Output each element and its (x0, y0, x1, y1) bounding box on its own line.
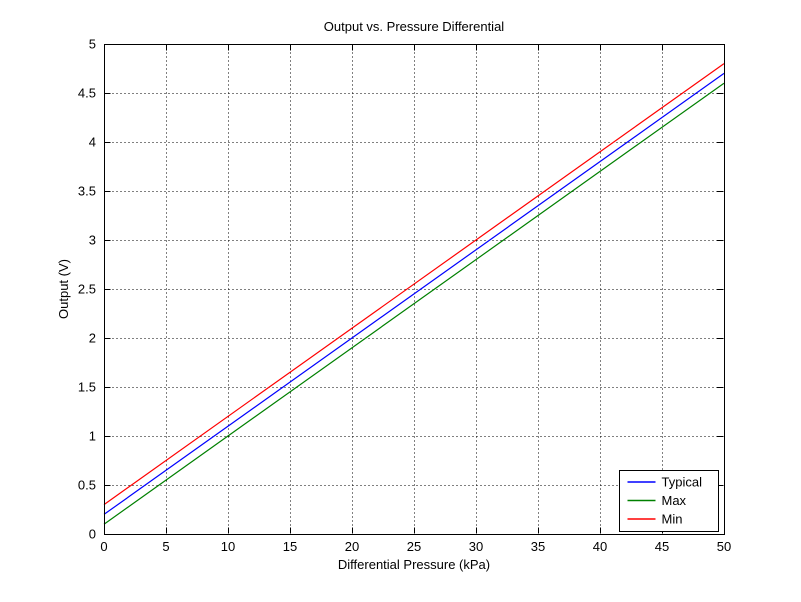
x-tick-label: 35 (531, 539, 545, 554)
tick-labels-layer: 0 5 10 15 20 25 30 35 40 45 50 0 0.5 1 1.5 2 2.5 3 3.5 4 4.5… (78, 37, 731, 555)
legend-entry-label-min: Min (662, 512, 683, 527)
ticks-layer (104, 44, 725, 535)
y-tick-label: 1.5 (78, 380, 96, 395)
x-tick-label: 25 (407, 539, 421, 554)
y-tick-label: 4 (89, 135, 96, 150)
x-axis-label: Differential Pressure (kPa) (338, 557, 490, 572)
legend: Typical Max Min (619, 470, 719, 532)
chart-title: Output vs. Pressure Differential (324, 19, 505, 34)
y-tick-label: 4.5 (78, 86, 96, 101)
x-tick-label: 10 (221, 539, 235, 554)
y-tick-label: 2 (89, 331, 96, 346)
legend-entry-label-typical: Typical (662, 475, 703, 490)
x-tick-label: 45 (655, 539, 669, 554)
x-tick-label: 5 (162, 539, 169, 554)
series-line-max (103, 82, 725, 525)
x-tick-label: 20 (345, 539, 359, 554)
x-tick-label: 30 (469, 539, 483, 554)
y-tick-label: 0 (89, 527, 96, 542)
legend-entry-label-max: Max (662, 493, 687, 508)
series-line-min (103, 63, 725, 506)
y-tick-label: 2.5 (78, 282, 96, 297)
y-tick-label: 3.5 (78, 184, 96, 199)
series-line-typical (103, 72, 725, 515)
y-tick-label: 3 (89, 233, 96, 248)
x-tick-label: 0 (100, 539, 107, 554)
y-tick-label: 0.5 (78, 478, 96, 493)
series-layer (103, 63, 725, 525)
x-tick-label: 15 (283, 539, 297, 554)
x-tick-label: 50 (717, 539, 731, 554)
x-tick-label: 40 (593, 539, 607, 554)
grid-layer (104, 44, 724, 534)
y-axis-label: Output (V) (56, 259, 71, 319)
y-tick-label: 1 (89, 429, 96, 444)
y-tick-label: 5 (89, 37, 96, 52)
